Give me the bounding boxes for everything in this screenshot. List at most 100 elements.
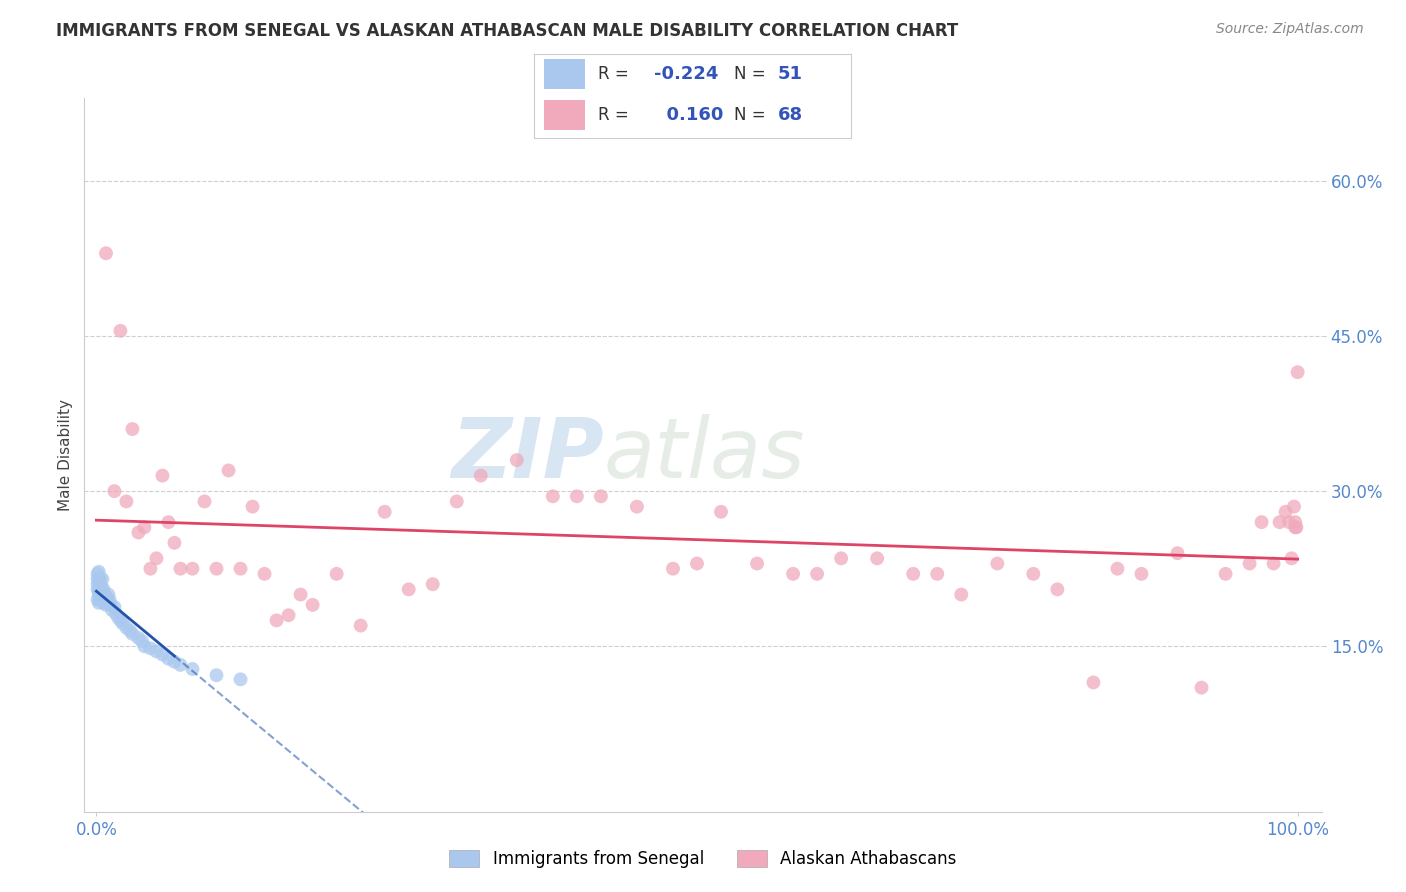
Point xyxy=(589,489,612,503)
Point xyxy=(94,598,117,612)
Point xyxy=(325,566,347,581)
Point xyxy=(96,592,118,607)
Point xyxy=(103,599,125,614)
Point xyxy=(1284,515,1306,529)
Point xyxy=(90,579,112,593)
Point xyxy=(89,592,111,607)
Point xyxy=(193,494,215,508)
Text: N =: N = xyxy=(734,106,765,124)
Point xyxy=(110,614,132,628)
Point xyxy=(181,662,204,676)
Text: 68: 68 xyxy=(778,106,803,124)
Point xyxy=(1285,520,1308,534)
Point xyxy=(229,562,252,576)
Point xyxy=(91,572,114,586)
Point xyxy=(1263,557,1285,571)
Text: 51: 51 xyxy=(778,65,803,83)
Point xyxy=(110,324,132,338)
Point xyxy=(86,566,108,581)
Point xyxy=(90,585,112,599)
Point xyxy=(1278,515,1301,529)
Point xyxy=(97,588,120,602)
Point xyxy=(86,592,108,607)
Point xyxy=(115,621,138,635)
Point xyxy=(89,577,111,591)
Point xyxy=(1282,500,1305,514)
Point xyxy=(98,592,121,607)
Point xyxy=(1239,557,1261,571)
Point xyxy=(94,246,117,260)
Point xyxy=(94,590,117,604)
Point xyxy=(1130,566,1153,581)
Point xyxy=(1046,582,1069,597)
Point xyxy=(87,582,110,597)
Point xyxy=(101,603,124,617)
Point xyxy=(782,566,804,581)
Point xyxy=(91,590,114,604)
Point xyxy=(121,422,143,436)
Point xyxy=(118,624,141,638)
Text: N =: N = xyxy=(734,65,765,83)
Point xyxy=(205,668,228,682)
Point xyxy=(866,551,889,566)
Point xyxy=(107,610,129,624)
Point xyxy=(169,657,191,672)
Point xyxy=(710,505,733,519)
Text: 0.160: 0.160 xyxy=(654,106,724,124)
Point xyxy=(100,598,122,612)
Point xyxy=(94,592,117,607)
Point xyxy=(152,468,174,483)
Point xyxy=(626,500,648,514)
Point xyxy=(87,596,110,610)
Point xyxy=(1250,515,1272,529)
Text: IMMIGRANTS FROM SENEGAL VS ALASKAN ATHABASCAN MALE DISABILITY CORRELATION CHART: IMMIGRANTS FROM SENEGAL VS ALASKAN ATHAB… xyxy=(56,22,959,40)
Point xyxy=(127,525,149,540)
Text: atlas: atlas xyxy=(605,415,806,495)
Point xyxy=(446,494,468,508)
Point xyxy=(145,551,167,566)
Point xyxy=(104,606,127,620)
Point xyxy=(1107,562,1129,576)
Point xyxy=(115,494,138,508)
Point xyxy=(830,551,852,566)
Point xyxy=(86,577,108,591)
Text: Source: ZipAtlas.com: Source: ZipAtlas.com xyxy=(1216,22,1364,37)
Point xyxy=(134,639,156,653)
Point xyxy=(506,453,529,467)
Point xyxy=(181,562,204,576)
Point xyxy=(157,651,180,665)
Point xyxy=(93,582,115,597)
Point xyxy=(94,588,117,602)
Point xyxy=(163,536,186,550)
Point xyxy=(1022,566,1045,581)
Point xyxy=(111,616,134,631)
Y-axis label: Male Disability: Male Disability xyxy=(58,399,73,511)
Point xyxy=(145,644,167,658)
Point xyxy=(301,598,323,612)
Point xyxy=(927,566,949,581)
Point xyxy=(205,562,228,576)
Bar xyxy=(544,60,585,89)
Point xyxy=(806,566,828,581)
Point xyxy=(470,468,492,483)
Point xyxy=(152,648,174,662)
Point xyxy=(1166,546,1188,560)
Legend: Immigrants from Senegal, Alaskan Athabascans: Immigrants from Senegal, Alaskan Athabas… xyxy=(443,843,963,875)
Text: -0.224: -0.224 xyxy=(654,65,718,83)
Point xyxy=(127,631,149,645)
Point xyxy=(1286,365,1309,379)
Point xyxy=(277,608,299,623)
Point xyxy=(157,515,180,529)
Point xyxy=(1268,515,1291,529)
Point xyxy=(1083,675,1105,690)
Point xyxy=(1284,520,1306,534)
Point xyxy=(253,566,276,581)
Point xyxy=(422,577,444,591)
Point xyxy=(93,596,115,610)
Point xyxy=(290,588,312,602)
Point xyxy=(745,557,768,571)
Point xyxy=(87,588,110,602)
Point xyxy=(398,582,420,597)
Point xyxy=(134,520,156,534)
Point xyxy=(903,566,925,581)
